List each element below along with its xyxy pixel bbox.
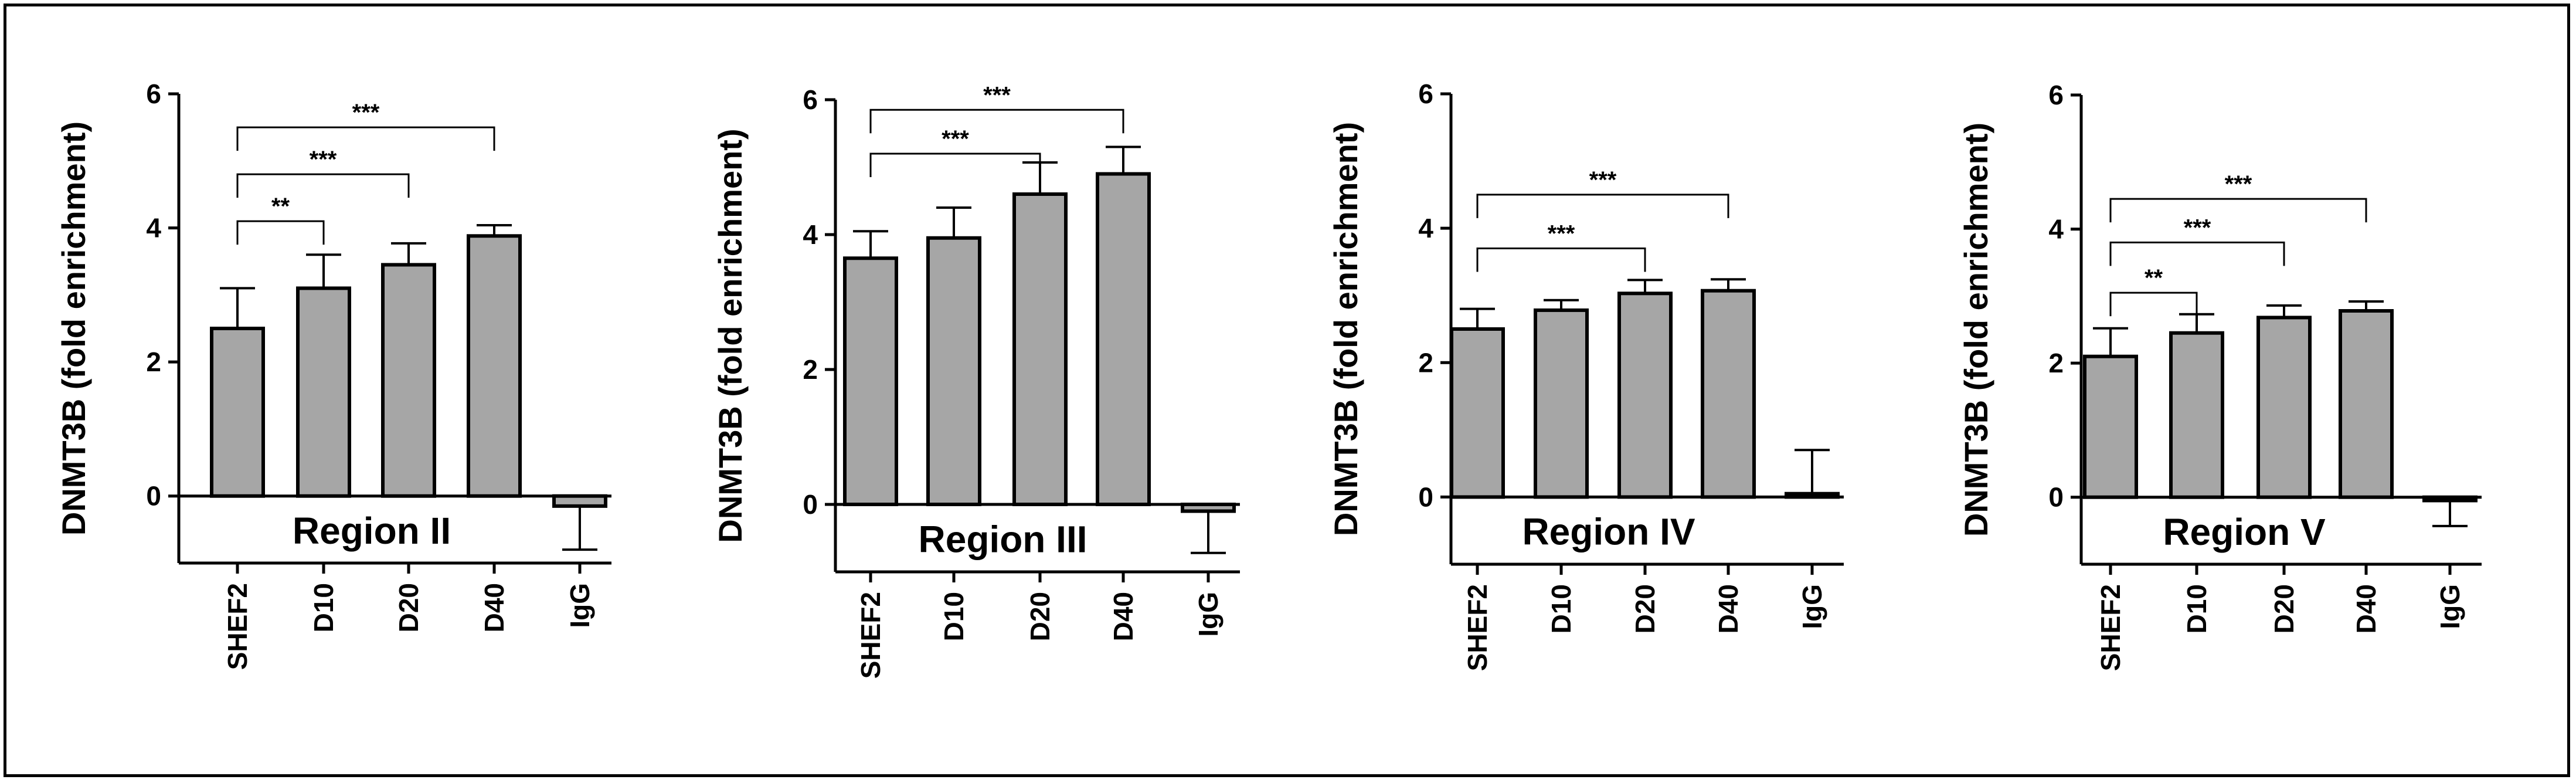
panel-1-bar-SHEF2 [210,327,265,498]
panel-1-significance-label-1: ** [271,194,290,219]
panel-4-ytick-label-6: 6 [2048,80,2064,110]
panel-3-region-title: Region IV [1522,511,1695,553]
panel-2-region-title: Region III [919,518,1088,561]
panel-1-bar-IgG [552,494,607,508]
panel-1-significance-label-2: *** [310,147,337,172]
panel-4-category-label-D10: D10 [2181,584,2212,633]
panel-2-bar-D20 [1012,192,1068,506]
panel-1-bar-D10 [296,286,351,498]
panel-4-significance-label-2: *** [2184,215,2211,240]
panel-2-ytick-label-4: 4 [803,219,818,250]
panel-4-y-axis-label: DNMT3B (fold enrichment) [1958,123,1994,537]
panel-2-y-axis-label: DNMT3B (fold enrichment) [712,128,749,543]
panel-3-significance-label-2: *** [1589,167,1617,193]
panel-4-significance-bracket-1 [2109,291,2198,317]
panel-1-category-label-SHEF2: SHEF2 [222,583,253,670]
panel-1-category-label-D10: D10 [308,583,339,632]
panel-2-bar-IgG [1181,503,1236,513]
panel-3-category-label-SHEF2: SHEF2 [1462,584,1493,671]
panel-1-significance-bracket-3 [236,126,495,151]
panel-3-y-axis-label: DNMT3B (fold enrichment) [1327,122,1364,536]
panel-2-bar-SHEF2 [843,256,898,506]
panel-3-significance-label-1: *** [1548,221,1575,247]
panel-4-significance-bracket-2 [2109,241,2285,266]
panel-1-significance-bracket-2 [236,173,410,198]
panel-2-bar-D10 [926,236,981,506]
panel-3-bar-D10 [1534,308,1589,499]
panel-1-category-label-D20: D20 [393,583,424,632]
panel-2-bar-D40 [1096,172,1151,506]
panel-4-bar-IgG [2422,495,2478,503]
panel-4-significance-bracket-3 [2109,198,2367,223]
panel-1-bar-D20 [381,263,436,498]
panel-4-region-title: Region V [2163,511,2326,553]
panel-2-ytick-label-6: 6 [803,84,818,115]
panel-4-ytick-label-2: 2 [2048,348,2064,378]
panel-3-ytick-label-4: 4 [1418,213,1433,243]
panel-1-category-label-IgG: IgG [565,583,595,628]
panel-3-significance-bracket-2 [1476,194,1729,218]
panel-3-category-label-D10: D10 [1546,584,1576,633]
panel-4-significance-label-1: ** [2145,265,2163,291]
panel-4-bar-D20 [2256,316,2312,499]
panel-4-category-label-IgG: IgG [2435,584,2465,629]
panel-3-ytick-label-2: 2 [1418,347,1433,378]
panel-3-bar-IgG [1785,492,1840,499]
panel-1-ytick-label-4: 4 [146,213,161,243]
panel-1-ytick-label-6: 6 [146,79,161,109]
panel-3-category-label-D40: D40 [1713,584,1744,633]
panel-3-category-label-IgG: IgG [1797,584,1827,629]
panel-1-y-axis-label: DNMT3B (fold enrichment) [55,121,92,535]
panel-1-region-title: Region II [293,510,451,552]
panel-1-bar-D40 [467,234,522,498]
panel-2-category-label-D40: D40 [1108,592,1139,641]
panel-3-significance-bracket-1 [1476,248,1646,272]
panel-3-bar-D40 [1701,289,1756,499]
panel-4-bar-SHEF2 [2083,354,2138,499]
panel-1-category-label-D40: D40 [479,583,509,632]
panel-4-category-label-D40: D40 [2351,584,2381,633]
panel-2-ytick-label-0: 0 [803,489,818,520]
panel-2-significance-label-2: *** [983,82,1011,108]
panel-2-category-label-IgG: IgG [1193,592,1224,637]
panel-4-ytick-label-0: 0 [2048,482,2064,513]
panel-4-category-label-D20: D20 [2269,584,2299,633]
panel-3-ytick-label-6: 6 [1418,79,1433,109]
panel-2-significance-bracket-2 [869,109,1124,134]
panel-4-bar-D40 [2339,309,2394,499]
panel-3-bar-D20 [1617,291,1673,499]
panel-1-ytick-label-0: 0 [146,481,161,511]
panel-4-ytick-label-4: 4 [2048,214,2064,245]
panel-2-category-label-D10: D10 [939,592,969,641]
panel-4-significance-label-3: *** [2225,171,2252,197]
panel-4-category-label-SHEF2: SHEF2 [2095,584,2126,671]
panel-3-bar-SHEF2 [1450,327,1505,499]
panel-2-category-label-SHEF2: SHEF2 [855,592,886,679]
panel-2-category-label-D20: D20 [1025,592,1055,641]
panel-1-significance-bracket-1 [236,220,325,245]
panel-2-significance-label-1: *** [942,126,969,152]
panel-2-significance-bracket-1 [869,152,1041,177]
panel-3-ytick-label-0: 0 [1418,482,1433,512]
panel-2-ytick-label-2: 2 [803,354,818,385]
panel-3-category-label-D20: D20 [1630,584,1660,633]
panel-4-bar-D10 [2169,331,2224,499]
panel-1-ytick-label-2: 2 [146,347,161,377]
panel-1-significance-label-3: *** [352,100,380,126]
